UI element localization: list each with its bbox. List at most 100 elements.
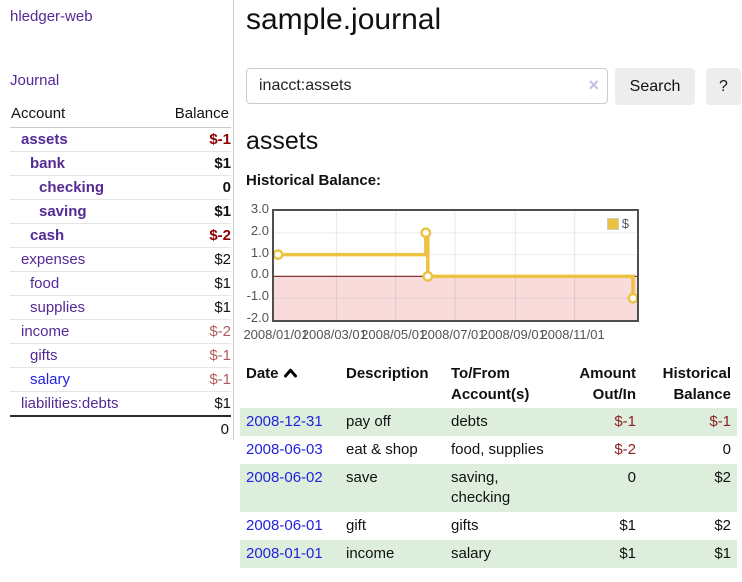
transaction-row: 2008-12-31 pay off debts $-1 $-1 <box>240 408 737 436</box>
account-balance: $-1 <box>154 127 231 152</box>
transaction-amount: $1 <box>619 545 636 562</box>
transaction-row: 2008-06-02 save saving, checking 0 $2 <box>240 464 737 512</box>
accounts-header-row: Account Balance <box>10 103 231 128</box>
accounts-header-balance: Balance <box>154 103 231 128</box>
transaction-date-link[interactable]: 2008-06-03 <box>246 441 323 458</box>
account-name-cell: income <box>10 319 155 344</box>
x-axis-tick-label: 2008/05/01 <box>361 327 427 342</box>
accounts-total-value: 0 <box>154 415 231 442</box>
account-name-cell: bank <box>10 151 155 176</box>
account-link[interactable]: income <box>21 323 70 340</box>
account-row: saving $1 <box>10 199 231 224</box>
account-link[interactable]: expenses <box>21 251 86 268</box>
account-balance: $-2 <box>154 319 231 344</box>
x-axis-tick-label: 2008/01/01 <box>243 327 309 342</box>
account-row: income $-2 <box>10 319 231 344</box>
account-row: bank $1 <box>10 151 231 176</box>
account-row: expenses $2 <box>10 247 231 272</box>
account-name-cell: salary <box>10 367 155 392</box>
chart-canvas <box>274 211 637 320</box>
account-balance: 0 <box>154 175 231 200</box>
account-link[interactable]: cash <box>30 227 65 244</box>
legend-label: $ <box>621 216 629 231</box>
transaction-accounts: saving, checking <box>451 469 511 506</box>
accounts-total-row: 0 <box>10 415 231 442</box>
txn-table-body: 2008-12-31 pay off debts $-1 $-1 2008-06-03 ea… <box>240 408 737 568</box>
transaction-amount: $-2 <box>614 441 636 458</box>
transaction-balance: $1 <box>714 545 731 562</box>
clear-search-icon[interactable]: × <box>588 75 599 95</box>
transaction-description: eat & shop <box>346 441 418 458</box>
column-header-amount[interactable]: Amount Out/In <box>579 365 636 403</box>
account-name-cell: food <box>10 271 155 296</box>
transaction-accounts: food, supplies <box>451 441 544 458</box>
app-brand-link[interactable]: hledger-web <box>10 8 93 25</box>
transaction-amount: 0 <box>627 469 636 486</box>
chart-plot-area[interactable]: $ <box>272 209 639 322</box>
accounts-table: Account Balance assets $-1 bank $1 checking 0… <box>10 103 231 442</box>
account-name-cell: gifts <box>10 343 155 368</box>
transaction-date-link[interactable]: 2008-12-31 <box>246 413 323 430</box>
account-link[interactable]: salary <box>30 371 71 388</box>
account-row: food $1 <box>10 271 231 296</box>
transaction-accounts: salary <box>451 545 492 562</box>
search-button[interactable]: Search <box>615 68 695 105</box>
sidebar-divider <box>233 0 234 440</box>
sidebar-item-journal[interactable]: Journal <box>10 72 60 89</box>
account-balance: $-2 <box>154 223 231 248</box>
search-box: × <box>246 68 608 104</box>
transaction-date-link[interactable]: 2008-06-02 <box>246 469 323 486</box>
account-heading: assets <box>246 127 319 155</box>
account-link[interactable]: liabilities:debts <box>21 395 119 412</box>
x-axis-tick-label: 2008/09/01 <box>480 327 546 342</box>
account-row: assets $-1 <box>10 127 231 152</box>
account-name-cell: supplies <box>10 295 155 320</box>
account-balance: $1 <box>154 391 231 417</box>
account-balance: $1 <box>154 199 231 224</box>
accounts-header-account: Account <box>10 103 155 128</box>
account-balance: $1 <box>154 271 231 296</box>
account-row: supplies $1 <box>10 295 231 320</box>
account-link[interactable]: saving <box>39 203 87 220</box>
transaction-date-cell: 2008-06-03 <box>240 436 340 464</box>
transaction-date-cell: 2008-01-01 <box>240 540 340 568</box>
account-link[interactable]: gifts <box>30 347 58 364</box>
column-header-date[interactable]: Date <box>240 360 340 408</box>
account-balance: $-1 <box>154 343 231 368</box>
transaction-date-link[interactable]: 2008-06-01 <box>246 517 323 534</box>
historical-balance-chart: $ 3.0 2.0 1.0 0.0 -1.0 -2.0 2008/01/01 2008/03/… <box>243 200 742 352</box>
transaction-date-cell: 2008-06-02 <box>240 464 340 512</box>
y-axis-tick-label: -1.0 <box>246 288 269 304</box>
transaction-balance: $2 <box>714 517 731 534</box>
transaction-row: 2008-06-01 gift gifts $1 $2 <box>240 512 737 540</box>
transaction-description: gift <box>346 517 367 534</box>
column-header-description[interactable]: Description <box>346 365 429 382</box>
account-link[interactable]: assets <box>21 131 68 148</box>
transaction-amount: $1 <box>619 517 636 534</box>
transaction-balance: $2 <box>714 469 731 486</box>
transaction-date-link[interactable]: 2008-01-01 <box>246 545 323 562</box>
y-axis-tick-label: -2.0 <box>246 310 269 325</box>
chart-legend: $ <box>604 216 631 232</box>
search-bar: × Search ? <box>246 68 741 105</box>
x-axis-tick-label: 2008/11/01 <box>540 327 605 342</box>
page-title: sample.journal <box>246 3 442 36</box>
account-name-cell: expenses <box>10 247 155 272</box>
search-input[interactable] <box>246 68 608 104</box>
account-link[interactable]: supplies <box>30 299 86 316</box>
y-axis-tick-label: 2.0 <box>250 222 269 238</box>
account-link[interactable]: food <box>30 275 60 292</box>
account-link[interactable]: checking <box>39 179 105 196</box>
help-button[interactable]: ? <box>706 68 741 105</box>
account-balance: $1 <box>154 295 231 320</box>
column-header-balance[interactable]: Historical Balance <box>662 365 731 403</box>
account-link[interactable]: bank <box>30 155 66 172</box>
transaction-description: save <box>346 469 378 486</box>
column-header-accounts[interactable]: To/From Account(s) <box>451 365 530 403</box>
transactions-header-row: Date Description To/From Account(s) Amou… <box>240 360 737 408</box>
account-balance: $-1 <box>154 367 231 392</box>
transaction-date-cell: 2008-06-01 <box>240 512 340 540</box>
account-name-cell: liabilities:debts <box>10 391 155 417</box>
y-axis-tick-label: 0.0 <box>250 266 269 282</box>
legend-swatch-icon <box>606 218 619 230</box>
